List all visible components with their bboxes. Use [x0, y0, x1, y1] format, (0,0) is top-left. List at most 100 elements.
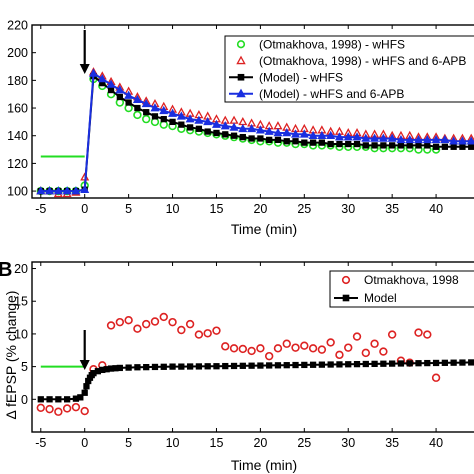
legend-marker	[236, 55, 246, 65]
series-2-point	[336, 361, 343, 368]
series-3-point	[178, 121, 185, 128]
series-2-point	[230, 362, 238, 370]
series-1-point	[133, 324, 142, 333]
panel-b-plot-area	[36, 312, 474, 416]
legend-marker	[342, 294, 350, 302]
series-3-point	[432, 143, 440, 150]
series-4-point	[247, 123, 257, 133]
series-4-point	[168, 108, 178, 117]
series-1-point	[256, 344, 265, 353]
series-4-point	[71, 186, 81, 195]
series-4-point	[396, 134, 406, 144]
series-3-point	[266, 136, 273, 144]
series-1-point	[194, 330, 204, 339]
series-3-point	[283, 138, 290, 145]
series-1-point	[273, 344, 283, 353]
series-4-point	[124, 90, 134, 99]
series-4-point	[334, 132, 344, 141]
panel-b-x-ticks: -505101520253035404	[35, 262, 443, 450]
series-1-point	[203, 329, 212, 338]
legend-entry: (Model) - wHFS and 6-APB	[259, 87, 404, 101]
series-3-point	[274, 136, 282, 144]
panel-a-axes-box	[31, 24, 474, 199]
stimulus-arrow-head	[79, 64, 90, 74]
series-3-point	[116, 93, 123, 101]
series-1-point	[71, 402, 81, 412]
series-1-point	[300, 341, 309, 350]
series-4-point	[466, 136, 474, 145]
series-3-point	[169, 118, 176, 126]
legend-box	[224, 35, 474, 103]
series-4-point	[343, 132, 353, 141]
series-4-point	[282, 128, 292, 137]
series-2-point	[46, 396, 53, 403]
series-1-point	[124, 315, 133, 325]
series-4-point	[97, 74, 107, 83]
x-tick-label: 0	[81, 436, 88, 450]
series-2-point	[327, 361, 334, 368]
series-4-point	[255, 125, 265, 134]
series-2-point	[389, 360, 396, 367]
series-4-point	[132, 94, 142, 104]
series-1-point	[212, 326, 221, 335]
series-4-point	[378, 133, 388, 142]
panel-b-y-ticks: 0 5 10 15 20	[14, 262, 36, 407]
series-2-point	[83, 383, 90, 390]
x-tick-label: 40	[429, 436, 443, 450]
series-1-point	[352, 332, 362, 341]
series-4-point	[414, 134, 424, 144]
series-3-point	[195, 125, 203, 132]
panel-a-y-ticks: 100 120 140 160 180 200 220	[7, 19, 36, 199]
series-3-point	[151, 113, 159, 120]
series-1-point	[247, 346, 256, 356]
series-2-point	[283, 362, 290, 369]
x-tick-label: 10	[166, 202, 180, 216]
x-tick-label: 25	[297, 202, 311, 216]
series-1-point	[141, 114, 151, 124]
panel-a-legend: (Otmakhova, 1998) - wHFS (Otmakhova, 1998…	[224, 35, 474, 103]
series-4-point	[141, 98, 151, 108]
series-3-point	[362, 142, 369, 149]
series-3-point	[424, 142, 431, 149]
series-2-point	[229, 115, 239, 124]
series-4-point	[457, 136, 467, 145]
series-3-point	[125, 99, 132, 106]
series-3-point	[406, 142, 413, 149]
series-2-point	[273, 121, 283, 130]
y-tick-label: 15	[14, 295, 28, 309]
series-1-point	[344, 343, 353, 352]
x-tick-label: 30	[341, 436, 355, 450]
series-4-point	[203, 116, 213, 126]
series-3-point	[441, 143, 448, 150]
series-2-point	[125, 364, 132, 371]
series-3-point	[371, 142, 378, 149]
series-2-point	[143, 364, 150, 371]
series-1-point	[317, 345, 327, 354]
y-tick-label: 20	[14, 262, 28, 276]
series-2-point	[134, 364, 141, 371]
series-4-point	[308, 130, 318, 140]
series-4-point	[449, 136, 459, 145]
series-3-point	[301, 139, 308, 146]
series-3-point	[222, 131, 229, 138]
x-tick-label: 5	[125, 436, 132, 450]
y-tick-label: 120	[7, 157, 28, 171]
legend-entry: (Model) - wHFS	[259, 70, 343, 84]
series-2-point	[397, 360, 405, 367]
series-1-point	[326, 338, 335, 347]
series-1-point	[291, 343, 300, 352]
series-2-point	[64, 396, 71, 403]
series-3-point	[397, 142, 405, 149]
series-4-point	[45, 186, 55, 195]
series-1-point	[45, 404, 54, 414]
series-4-point	[159, 105, 169, 115]
y-tick-label: 160	[7, 102, 28, 116]
series-2-point	[441, 359, 448, 366]
series-2-point	[55, 396, 62, 403]
series-2-point	[380, 360, 387, 367]
legend-entry: Model	[364, 291, 397, 305]
legend-marker	[237, 73, 245, 81]
series-4-point	[273, 128, 283, 137]
series-2-point	[415, 360, 422, 367]
